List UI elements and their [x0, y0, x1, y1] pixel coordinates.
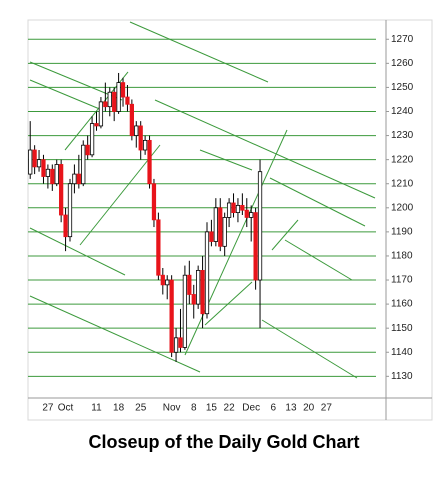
candle-body: [116, 82, 121, 112]
candle-body: [196, 269, 201, 305]
candle-body: [209, 231, 214, 242]
x-tick-label: 8: [191, 403, 197, 414]
candle-body: [218, 207, 223, 247]
candle-body: [151, 183, 157, 221]
candle-body: [120, 82, 126, 98]
candle-body: [81, 144, 86, 185]
trendline: [284, 239, 353, 281]
candle-body: [253, 212, 258, 281]
trendline: [29, 227, 126, 276]
candle-body: [72, 173, 77, 185]
x-tick-label: 27: [42, 403, 54, 414]
candle-body: [182, 274, 188, 348]
candle-body: [41, 159, 46, 177]
candle-body: [134, 125, 139, 136]
y-tick-label: 1170: [391, 275, 413, 286]
trendline: [269, 177, 366, 227]
candle-body: [156, 219, 161, 276]
candle-body: [59, 164, 64, 216]
y-tick-label: 1140: [391, 347, 413, 358]
candle-body: [45, 168, 51, 177]
candle-body: [142, 139, 148, 151]
candle-body: [204, 231, 210, 315]
trendline: [129, 21, 269, 83]
candle-body: [178, 337, 183, 348]
y-tick-label: 1130: [391, 371, 413, 382]
candle-body: [147, 139, 152, 185]
trendline: [29, 295, 201, 373]
candle-body: [240, 204, 245, 211]
trendline: [29, 61, 123, 101]
x-tick-label: 11: [91, 403, 102, 414]
x-tick-label: 6: [271, 403, 277, 414]
y-tick-label: 1260: [391, 58, 414, 69]
chart-title: Closeup of the Daily Gold Chart: [88, 432, 359, 452]
trendline: [29, 79, 103, 111]
candle-body: [231, 202, 236, 214]
candle-body: [160, 274, 165, 286]
x-tick-label: Oct: [58, 403, 74, 414]
candle-body: [244, 209, 249, 218]
candle-body: [36, 159, 42, 168]
candle-body: [103, 101, 108, 108]
candle-body: [32, 149, 37, 168]
candle-body: [94, 123, 99, 127]
candle-body: [235, 204, 241, 214]
x-tick-label: 22: [224, 403, 236, 414]
candle-body: [85, 144, 90, 156]
x-tick-label: Dec: [242, 403, 260, 414]
candle-body: [257, 171, 263, 281]
candle-body: [112, 91, 117, 112]
y-tick-label: 1240: [391, 106, 414, 117]
candle-body: [89, 123, 95, 156]
candle-body: [222, 217, 227, 247]
candle-body: [98, 101, 104, 127]
candle-body: [213, 207, 218, 242]
candle-body: [165, 279, 170, 286]
candle-body: [187, 274, 192, 295]
y-tick-label: 1160: [391, 299, 413, 310]
candle-body: [249, 212, 254, 218]
candle-body: [107, 91, 112, 108]
candle-body: [125, 96, 130, 105]
x-tick-label: 18: [113, 403, 125, 414]
candle-body: [169, 279, 174, 353]
trendline: [271, 219, 299, 251]
candle-body: [76, 173, 81, 185]
candle-body: [67, 183, 73, 238]
candle-body: [173, 337, 179, 353]
x-tick-label: 13: [285, 403, 297, 414]
candle-body: [138, 125, 143, 151]
y-tick-label: 1230: [391, 130, 414, 141]
x-tick-label: 15: [206, 403, 218, 414]
x-tick-label: Nov: [163, 403, 181, 414]
x-tick-label: 25: [135, 403, 147, 414]
y-tick-label: 1200: [391, 202, 414, 213]
y-tick-label: 1150: [391, 323, 413, 334]
candle-body: [54, 164, 59, 185]
trendline: [204, 281, 253, 326]
candle-body: [191, 294, 196, 305]
trendline: [79, 144, 161, 246]
y-tick-label: 1210: [391, 178, 414, 189]
candle-body: [200, 269, 205, 315]
candle-body: [50, 168, 55, 185]
y-tick-label: 1220: [391, 154, 414, 165]
trendline: [154, 99, 376, 199]
trendline: [184, 129, 288, 356]
frame: [27, 19, 433, 421]
trendline: [261, 319, 358, 379]
candle-body: [129, 103, 134, 136]
x-tick-label: 20: [303, 403, 315, 414]
y-tick-label: 1190: [391, 227, 413, 238]
candle-body: [28, 149, 33, 175]
candle-body: [63, 214, 68, 238]
y-tick-label: 1180: [391, 251, 413, 262]
y-tick-label: 1270: [391, 34, 414, 45]
y-tick-label: 1250: [391, 82, 414, 93]
candle-body: [226, 202, 232, 218]
x-tick-label: 27: [321, 403, 333, 414]
